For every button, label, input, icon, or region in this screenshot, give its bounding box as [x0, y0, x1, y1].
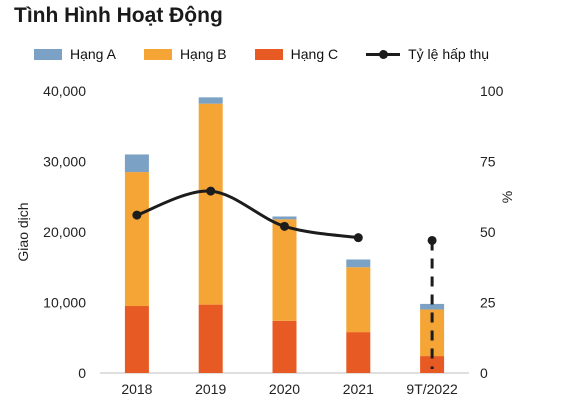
- x-tick-label: 2019: [195, 381, 226, 397]
- y-tick-label: 20,000: [43, 224, 86, 240]
- bar-hạng-c-2019: [198, 304, 223, 373]
- bar-hạng-b-2018: [124, 172, 149, 307]
- y2-tick-label: 100: [480, 83, 504, 99]
- bar-hạng-a-2019: [198, 97, 223, 104]
- line-point-2021: [353, 233, 363, 243]
- legend-swatch-hang-b: [143, 48, 172, 60]
- x-tick-label: 2021: [343, 381, 374, 397]
- legend-swatch-hang-a: [34, 48, 62, 60]
- legend-label-hang-a: Hạng A: [70, 46, 116, 62]
- bar-hạng-b-2019: [198, 103, 223, 305]
- chart-title: Tình Hình Hoạt Động: [14, 4, 223, 27]
- y2-tick-label: 75: [480, 154, 496, 170]
- legend-item-ty-le: Tỷ lệ hấp thụ: [366, 46, 489, 62]
- bar-hạng-c-2020: [272, 320, 297, 373]
- legend-label-ty-le: Tỷ lệ hấp thụ: [408, 46, 490, 62]
- bar-hạng-b-2020: [272, 219, 297, 321]
- line-point-2018: [132, 210, 142, 220]
- legend-label-hang-b: Hạng B: [179, 46, 227, 62]
- legend-swatch-hang-c: [254, 48, 283, 60]
- y-axis-title: Giao dịch: [15, 202, 31, 261]
- x-tick-label: 2018: [121, 381, 152, 397]
- legend-line-key: [366, 48, 401, 60]
- line-point-9t-2022: [427, 235, 437, 245]
- bar-hạng-a-2021: [346, 259, 371, 268]
- legend-item-hang-a: Hạng A: [34, 46, 116, 62]
- bar-hạng-b-2021: [346, 267, 371, 333]
- line-point-2019: [206, 186, 216, 196]
- y2-tick-label: 25: [480, 295, 496, 311]
- bar-hạng-c-9T-2022: [420, 356, 445, 373]
- legend: Hạng A Hạng B Hạng C Tỷ lệ hấp thụ: [34, 44, 517, 64]
- line-point-2020: [280, 221, 289, 231]
- y2-tick-label: 50: [480, 224, 496, 240]
- bar-hạng-a-9T-2022: [420, 303, 445, 310]
- y-tick-label: 30,000: [43, 154, 86, 170]
- y-tick-label: 10,000: [43, 295, 86, 311]
- y-tick-label: 40,000: [43, 83, 86, 99]
- y2-tick-label: 0: [480, 365, 488, 381]
- bar-hạng-c-2018: [124, 306, 149, 373]
- legend-label-hang-c: Hạng C: [290, 46, 339, 62]
- x-tick-label: 9T/2022: [406, 381, 458, 397]
- line-ty-le-hap-thu: [136, 189, 359, 240]
- x-tick-label: 2020: [269, 381, 300, 397]
- y-tick-label: 0: [78, 365, 86, 381]
- legend-item-hang-b: Hạng B: [143, 46, 227, 62]
- bar-hạng-a-2020: [272, 216, 297, 220]
- y2-axis-title: %: [499, 191, 515, 203]
- legend-item-hang-c: Hạng C: [254, 46, 339, 62]
- bar-hạng-a-2018: [124, 154, 149, 173]
- bar-hạng-c-2021: [346, 332, 371, 373]
